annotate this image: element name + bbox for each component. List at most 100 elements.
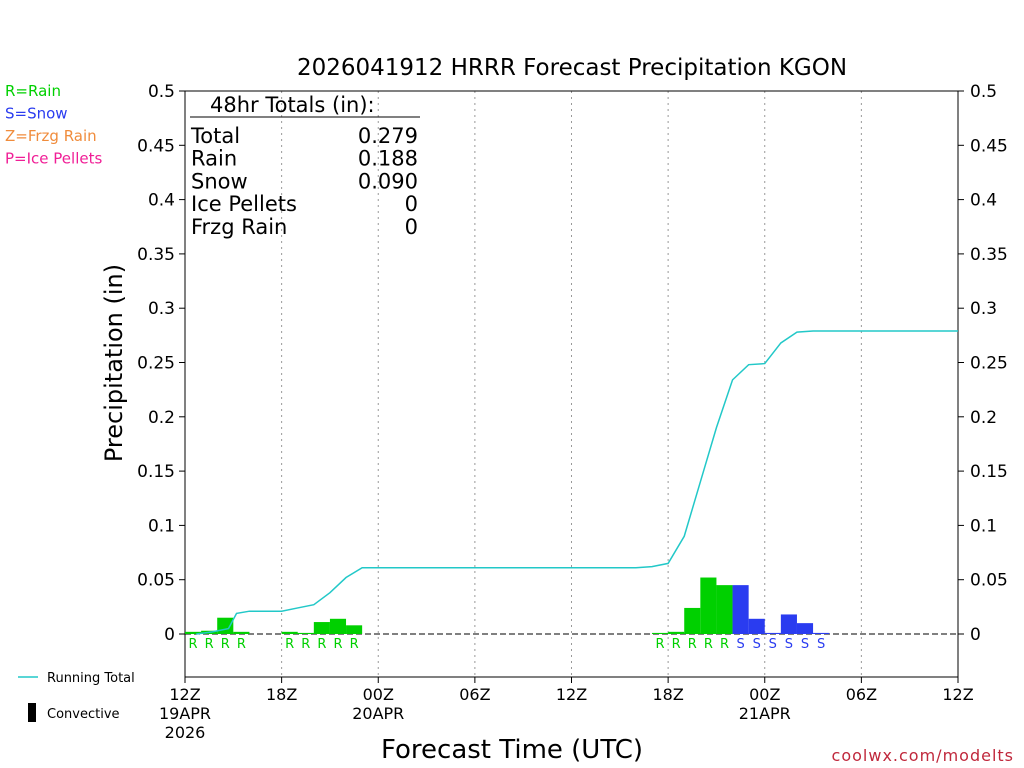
- type-letter-snow: S: [801, 637, 809, 652]
- bar-rain: [217, 617, 234, 634]
- x-tick-sublabel: 20APR: [352, 704, 404, 723]
- bar-rain: [346, 625, 363, 634]
- bar-snow: [764, 632, 781, 634]
- bar-rain: [668, 631, 685, 634]
- bar-rain: [313, 622, 330, 634]
- y-tick-label-left: 0.45: [137, 136, 175, 156]
- type-letter-snow: S: [753, 637, 761, 652]
- type-letter-snow: S: [817, 637, 825, 652]
- y-tick-label-right: 0.3: [970, 299, 997, 319]
- x-tick-label: 18Z: [266, 685, 297, 704]
- y-axis-label: Precipitation (in): [100, 264, 128, 462]
- chart-title: 2026041912 HRRR Forecast Precipitation K…: [297, 55, 847, 81]
- y-tick-label-left: 0.1: [148, 516, 175, 536]
- convective-legend-label: Convective: [47, 707, 120, 722]
- running-total-line: [196, 330, 958, 635]
- y-tick-label-left: 0.3: [148, 299, 175, 319]
- y-tick-label-right: 0.5: [970, 82, 997, 102]
- bar-snow: [780, 614, 797, 634]
- y-tick-label-right: 0.25: [970, 354, 1008, 374]
- type-letter-rain: R: [221, 637, 230, 652]
- totals-row-value: 0.279: [358, 124, 418, 148]
- type-legend-entry: P=Ice Pellets: [5, 150, 102, 168]
- x-tick-label: 18Z: [652, 685, 683, 704]
- bar-snow: [732, 585, 749, 634]
- type-legend-entry: Z=Frzg Rain: [5, 127, 97, 145]
- type-letter-rain: R: [704, 637, 713, 652]
- bar-snow: [796, 623, 814, 634]
- y-tick-label-left: 0.25: [137, 354, 175, 374]
- type-letter-rain: R: [237, 637, 246, 652]
- y-tick-label-right: 0.35: [970, 245, 1008, 265]
- bar-snow: [748, 618, 765, 634]
- totals-row-label: Rain: [191, 147, 237, 171]
- y-tick-label-right: 0.4: [970, 191, 997, 211]
- totals-box: 48hr Totals (in): Total 0.279 Rain 0.188 Snow…: [190, 93, 420, 239]
- x-tick-label: 12Z: [556, 685, 587, 704]
- totals-row-label: Frzg Rain: [191, 215, 287, 239]
- totals-row-value: 0.188: [358, 147, 418, 171]
- type-letter-snow: S: [785, 637, 793, 652]
- totals-title: 48hr Totals (in):: [210, 93, 375, 117]
- x-tick-label: 12Z: [169, 685, 200, 704]
- type-letter-rain: R: [656, 637, 665, 652]
- bar-rain: [185, 631, 202, 634]
- y-tick-label-right: 0: [970, 625, 981, 645]
- bar-rain: [684, 607, 701, 634]
- x-tick-sublabel: 2026: [165, 723, 206, 742]
- y-tick-label-right: 0.05: [970, 571, 1008, 591]
- bar-snow: [813, 632, 830, 634]
- y-tick-label-left: 0.05: [137, 571, 175, 591]
- y-tick-label-left: 0.2: [148, 408, 175, 428]
- y-tick-label-left: 0.4: [148, 191, 175, 211]
- x-tick-label: 12Z: [942, 685, 973, 704]
- running-total-legend-label: Running Total: [47, 671, 135, 686]
- type-letter-rain: R: [333, 637, 342, 652]
- y-tick-label-left: 0.5: [148, 82, 175, 102]
- bar-rain: [700, 577, 717, 634]
- y-tick-label-left: 0.35: [137, 245, 175, 265]
- type-letter-rain: R: [720, 637, 729, 652]
- bottom-legend: Running Total Convective: [18, 671, 135, 722]
- y-tick-label-right: 0.1: [970, 516, 997, 536]
- x-tick-sublabel: 21APR: [739, 704, 791, 723]
- type-legend-entry: R=Rain: [5, 82, 61, 100]
- credit-text: coolwx.com/modelts: [832, 746, 1014, 765]
- y-tick-label-right: 0.45: [970, 136, 1008, 156]
- totals-row-value: 0: [405, 215, 418, 239]
- y-tick-label-left: 0: [164, 625, 175, 645]
- x-tick-label: 06Z: [846, 685, 877, 704]
- type-letter-rain: R: [301, 637, 310, 652]
- type-letter-snow: S: [769, 637, 777, 652]
- x-tick-label: 00Z: [363, 685, 394, 704]
- type-letter-snow: S: [736, 637, 744, 652]
- type-letter-rain: R: [688, 637, 697, 652]
- y-tick-label-right: 0.2: [970, 408, 997, 428]
- x-tick-label: 00Z: [749, 685, 780, 704]
- x-tick-label: 06Z: [459, 685, 490, 704]
- bar-rain: [281, 631, 298, 634]
- type-letter-rain: R: [189, 637, 198, 652]
- totals-row-value: 0: [405, 192, 418, 216]
- y-axis-right: 0 0.05 0.1 0.15 0.2 0.25 0.3 0.35 0.4 0.45 0.5: [958, 82, 1008, 645]
- bar-rain: [329, 618, 347, 634]
- bar-rain: [297, 632, 314, 634]
- x-axis-label: Forecast Time (UTC): [381, 735, 643, 765]
- vertical-gridlines: [281, 91, 862, 677]
- totals-row-label: Snow: [191, 169, 248, 193]
- type-letter-rain: R: [672, 637, 681, 652]
- bar-rain: [716, 585, 733, 634]
- type-letter-rain: R: [205, 637, 214, 652]
- y-tick-label-left: 0.15: [137, 462, 175, 482]
- y-axis-left: 0 0.05 0.1 0.15 0.2 0.25 0.3 0.35 0.4 0.45 0.5: [137, 82, 185, 645]
- type-letter-rain: R: [317, 637, 326, 652]
- bar-rain: [652, 632, 669, 634]
- x-tick-sublabel: 19APR: [159, 704, 211, 723]
- totals-row-value: 0.090: [358, 169, 418, 193]
- type-letter-rain: R: [350, 637, 359, 652]
- totals-row-label: Total: [190, 124, 240, 148]
- bar-rain: [233, 631, 250, 634]
